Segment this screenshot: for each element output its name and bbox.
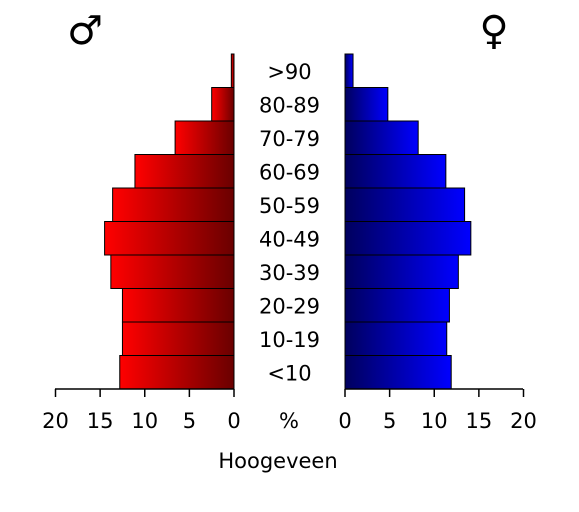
chart-title: Hoogeveen bbox=[218, 449, 337, 473]
male-bar bbox=[104, 221, 235, 256]
male-tick-label: 0 bbox=[227, 409, 240, 433]
male-bar bbox=[230, 53, 235, 88]
female-bar bbox=[344, 187, 466, 222]
female-tick-label: 10 bbox=[421, 409, 448, 433]
male-x-axis: 0 5 10 15 20 bbox=[42, 388, 241, 433]
male-bar bbox=[174, 120, 235, 155]
age-group-label: 60-69 bbox=[259, 160, 320, 184]
male-tick-label: 5 bbox=[183, 409, 196, 433]
age-group-label: 70-79 bbox=[259, 127, 320, 151]
female-tick-label: 5 bbox=[383, 409, 396, 433]
male-bar bbox=[134, 154, 235, 189]
age-group-label: 20-29 bbox=[259, 294, 320, 318]
age-labels: <10 10-19 20-29 30-39 40-49 50-59 60-69 70-79 80… bbox=[259, 60, 320, 386]
unit-label: % bbox=[279, 409, 299, 433]
female-tick-label: 0 bbox=[338, 409, 351, 433]
female-symbol: ♀ bbox=[479, 8, 508, 54]
age-group-label: 80-89 bbox=[259, 93, 320, 117]
female-x-axis: 0 5 10 15 20 bbox=[338, 388, 537, 433]
male-bar bbox=[112, 187, 235, 222]
age-group-label: 40-49 bbox=[259, 227, 320, 251]
female-bar bbox=[344, 87, 389, 122]
male-bar bbox=[121, 321, 235, 356]
female-tick-label: 20 bbox=[510, 409, 537, 433]
male-bar bbox=[110, 254, 235, 289]
male-bar bbox=[121, 288, 235, 323]
age-group-label: >90 bbox=[267, 60, 311, 84]
female-tick-label: 15 bbox=[466, 409, 493, 433]
male-bar bbox=[119, 355, 235, 390]
female-bar bbox=[344, 254, 459, 289]
male-tick-label: 20 bbox=[42, 409, 69, 433]
female-bar bbox=[344, 221, 472, 256]
female-bar bbox=[344, 288, 450, 323]
male-symbol: ♂ bbox=[67, 8, 103, 54]
female-bar bbox=[344, 321, 448, 356]
age-group-label: 10-19 bbox=[259, 328, 320, 352]
female-bars bbox=[344, 53, 472, 390]
female-bar bbox=[344, 355, 452, 390]
age-group-label: 50-59 bbox=[259, 194, 320, 218]
male-tick-label: 15 bbox=[87, 409, 114, 433]
female-bar bbox=[344, 120, 419, 155]
age-group-label: <10 bbox=[267, 361, 311, 385]
male-bar bbox=[211, 87, 235, 122]
female-bar bbox=[344, 154, 447, 189]
male-tick-label: 10 bbox=[131, 409, 158, 433]
male-bars bbox=[104, 53, 235, 390]
age-group-label: 30-39 bbox=[259, 261, 320, 285]
female-bar bbox=[344, 53, 354, 88]
